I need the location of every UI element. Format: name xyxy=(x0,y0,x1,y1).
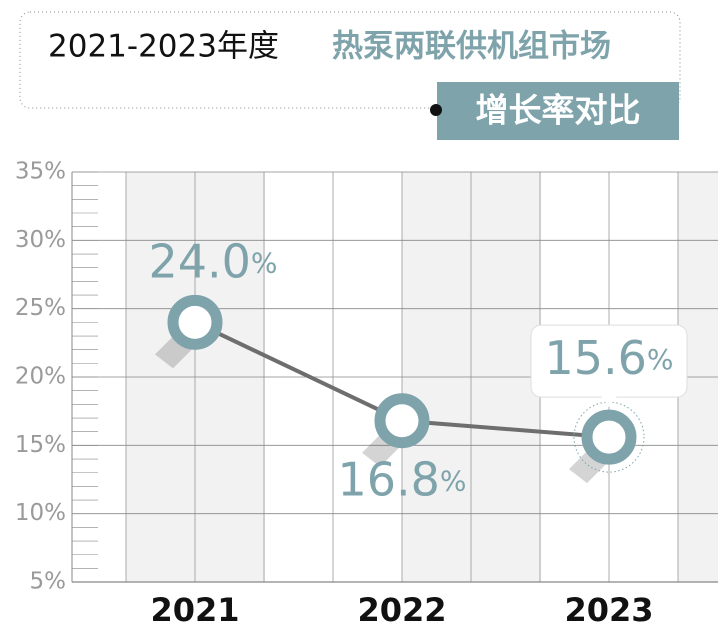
label-pointer xyxy=(601,396,617,408)
subtitle-dot xyxy=(430,104,442,116)
x-tick-label: 2023 xyxy=(564,591,653,629)
data-label: 24.0% xyxy=(148,234,277,288)
y-tick-label: 30% xyxy=(15,227,66,253)
y-tick-label: 20% xyxy=(15,364,66,390)
title-frame xyxy=(19,11,681,109)
subtitle-box xyxy=(437,82,679,140)
x-tick-label: 2021 xyxy=(150,591,239,629)
chart-title-highlight: 热泵两联供机组市场 xyxy=(332,29,611,65)
marker xyxy=(374,393,430,449)
y-tick-label: 25% xyxy=(15,295,66,321)
chart-subtitle: 增长率对比 xyxy=(476,91,641,130)
chart-title: 2021-2023年度 xyxy=(48,29,279,65)
y-tick-label: 5% xyxy=(30,569,67,595)
data-label: 16.8% xyxy=(337,452,466,506)
marker xyxy=(581,409,637,465)
y-tick-label: 10% xyxy=(15,500,66,526)
marker xyxy=(167,294,223,350)
y-tick-label: 15% xyxy=(15,432,66,458)
x-tick-label: 2022 xyxy=(357,591,446,629)
data-label: 15.6% xyxy=(544,331,673,385)
y-tick-label: 35% xyxy=(15,159,66,185)
